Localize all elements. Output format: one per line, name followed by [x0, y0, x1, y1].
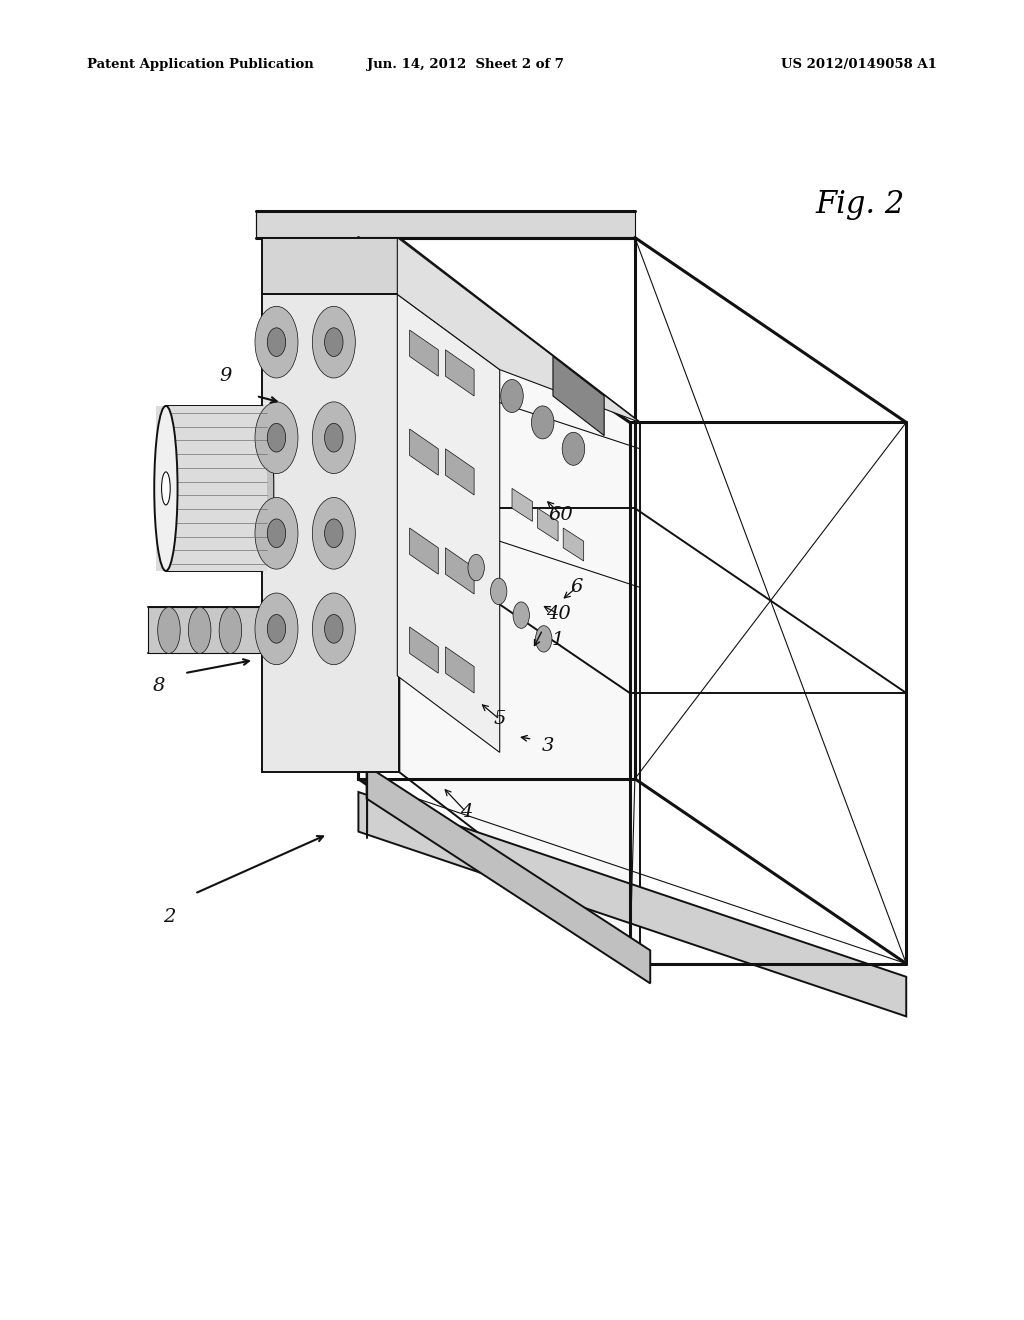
Ellipse shape — [158, 607, 180, 653]
Text: 4: 4 — [460, 803, 472, 821]
Polygon shape — [445, 647, 474, 693]
Text: Patent Application Publication: Patent Application Publication — [87, 58, 313, 71]
Polygon shape — [410, 627, 438, 673]
Polygon shape — [358, 792, 906, 1016]
Polygon shape — [445, 449, 474, 495]
Ellipse shape — [312, 593, 355, 665]
Text: 1: 1 — [552, 631, 564, 649]
Text: 6: 6 — [570, 578, 583, 597]
Ellipse shape — [267, 615, 286, 643]
Ellipse shape — [490, 578, 507, 605]
Polygon shape — [399, 238, 640, 957]
Ellipse shape — [325, 615, 343, 643]
Ellipse shape — [562, 433, 585, 466]
Ellipse shape — [188, 607, 211, 653]
Ellipse shape — [325, 519, 343, 548]
Polygon shape — [397, 238, 640, 422]
Ellipse shape — [255, 401, 298, 474]
Text: 2: 2 — [163, 908, 175, 927]
Ellipse shape — [325, 327, 343, 356]
Text: US 2012/0149058 A1: US 2012/0149058 A1 — [781, 58, 937, 71]
Polygon shape — [538, 508, 558, 541]
Ellipse shape — [531, 407, 554, 438]
Polygon shape — [553, 356, 604, 436]
Text: 9: 9 — [219, 367, 231, 385]
Polygon shape — [445, 350, 474, 396]
Ellipse shape — [267, 519, 286, 548]
Ellipse shape — [251, 407, 273, 572]
Ellipse shape — [312, 306, 355, 378]
Ellipse shape — [536, 626, 552, 652]
Polygon shape — [367, 766, 650, 983]
Ellipse shape — [312, 498, 355, 569]
Ellipse shape — [255, 498, 298, 569]
Polygon shape — [262, 294, 399, 772]
Ellipse shape — [325, 424, 343, 451]
Text: 3: 3 — [542, 737, 554, 755]
Text: 40: 40 — [546, 605, 570, 623]
Ellipse shape — [312, 401, 355, 474]
Polygon shape — [262, 238, 399, 294]
Ellipse shape — [155, 407, 177, 572]
Ellipse shape — [267, 327, 286, 356]
Polygon shape — [410, 330, 438, 376]
Polygon shape — [445, 548, 474, 594]
Ellipse shape — [267, 424, 286, 451]
Ellipse shape — [513, 602, 529, 628]
Polygon shape — [512, 488, 532, 521]
Ellipse shape — [255, 306, 298, 378]
Ellipse shape — [219, 607, 242, 653]
Text: Fig. 2: Fig. 2 — [815, 189, 905, 220]
Text: 5: 5 — [494, 710, 506, 729]
Text: Jun. 14, 2012  Sheet 2 of 7: Jun. 14, 2012 Sheet 2 of 7 — [368, 58, 564, 71]
Polygon shape — [256, 211, 635, 238]
Ellipse shape — [255, 593, 298, 665]
Text: 60: 60 — [549, 506, 573, 524]
Polygon shape — [410, 429, 438, 475]
Polygon shape — [563, 528, 584, 561]
Text: 8: 8 — [153, 677, 165, 696]
Polygon shape — [410, 528, 438, 574]
Ellipse shape — [468, 554, 484, 581]
Polygon shape — [156, 407, 267, 570]
Ellipse shape — [501, 380, 523, 413]
Polygon shape — [397, 294, 500, 752]
Ellipse shape — [162, 471, 170, 504]
Polygon shape — [148, 607, 262, 653]
